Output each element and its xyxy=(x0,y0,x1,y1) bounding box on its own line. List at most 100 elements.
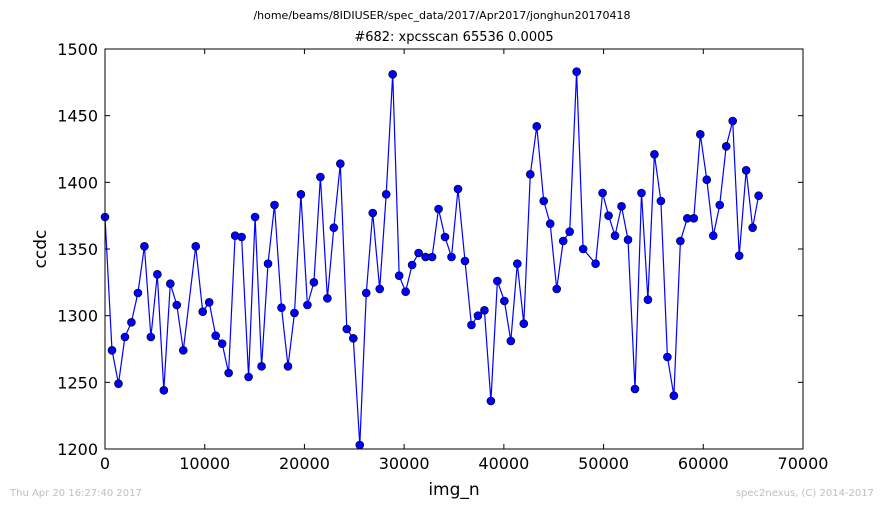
data-point xyxy=(480,306,489,315)
footer-credit: spec2nexus, (C) 2014-2017 xyxy=(735,488,874,499)
data-point xyxy=(342,324,352,334)
data-point xyxy=(669,391,679,400)
y-tick-label: 1250 xyxy=(57,373,98,392)
data-point xyxy=(414,248,423,258)
data-point xyxy=(211,331,220,340)
x-tick-label: 10000 xyxy=(179,454,230,473)
data-point xyxy=(348,334,358,343)
y-axis-label: ccdc xyxy=(31,230,51,269)
data-point xyxy=(309,278,319,287)
data-point xyxy=(598,188,607,198)
x-axis-label: img_n xyxy=(428,480,479,500)
data-point xyxy=(754,191,763,200)
data-point xyxy=(676,236,685,246)
data-point xyxy=(237,232,246,242)
data-point xyxy=(656,196,666,206)
data-point xyxy=(224,368,233,378)
data-point xyxy=(394,271,404,280)
data-point xyxy=(283,362,293,371)
data-point xyxy=(539,196,549,206)
data-point xyxy=(381,190,391,199)
data-point xyxy=(604,211,613,220)
data-point xyxy=(447,252,456,262)
data-point xyxy=(114,379,123,388)
data-point xyxy=(617,202,626,211)
data-point xyxy=(486,396,496,406)
data-point xyxy=(107,346,117,355)
data-point xyxy=(513,259,522,268)
y-tick-label: 1300 xyxy=(57,307,98,326)
figure-suptitle: /home/beams/8IDIUSER/spec_data/2017/Apr2… xyxy=(253,9,631,22)
y-tick-label: 1350 xyxy=(57,240,98,259)
data-point xyxy=(506,336,516,346)
data-point xyxy=(388,70,397,79)
data-point xyxy=(401,287,410,296)
plot-title: #682: xpcsscan 65536 0.0005 xyxy=(354,30,554,45)
data-point xyxy=(172,300,182,310)
data-point xyxy=(591,259,600,268)
data-point xyxy=(204,298,214,307)
data-point xyxy=(323,294,332,303)
data-point xyxy=(493,276,502,286)
data-point xyxy=(159,386,169,395)
x-tick-label: 60000 xyxy=(678,454,729,473)
data-point xyxy=(545,219,555,228)
data-point xyxy=(133,288,143,298)
y-tick-label: 1450 xyxy=(57,107,98,126)
data-point xyxy=(578,244,588,254)
data-point xyxy=(290,308,299,318)
data-point xyxy=(316,172,325,182)
data-point xyxy=(250,212,260,222)
data-point xyxy=(610,231,620,240)
data-point xyxy=(277,303,286,312)
data-point xyxy=(361,288,371,298)
data-point xyxy=(715,200,725,210)
x-tick-label: 30000 xyxy=(379,454,430,473)
data-point xyxy=(329,223,339,232)
data-point xyxy=(741,166,751,175)
data-point xyxy=(427,252,437,262)
data-point xyxy=(532,122,542,131)
footer-timestamp: Thu Apr 20 16:27:40 2017 xyxy=(10,488,142,499)
data-point xyxy=(650,150,659,159)
data-point xyxy=(519,319,529,328)
data-point xyxy=(407,260,417,270)
data-point xyxy=(734,251,744,260)
axis-ticks: 0 10000 20000 30000 40000 50000 60000 70000 1200… xyxy=(57,40,828,473)
data-point xyxy=(663,352,672,362)
data-point xyxy=(708,231,718,240)
data-point xyxy=(630,384,640,394)
data-point xyxy=(623,235,633,244)
data-point xyxy=(140,242,149,251)
data-point xyxy=(565,227,574,236)
x-tick-label: 70000 xyxy=(778,454,829,473)
data-point xyxy=(500,296,509,306)
data-point xyxy=(721,142,731,151)
data-point xyxy=(453,184,463,194)
data-point xyxy=(296,190,306,199)
data-point xyxy=(728,116,738,126)
data-point xyxy=(460,256,470,266)
data-point xyxy=(368,208,378,218)
x-tick-label: 50000 xyxy=(578,454,629,473)
data-point xyxy=(558,236,568,246)
data-point xyxy=(198,307,208,316)
data-point xyxy=(637,188,646,198)
data-point xyxy=(270,200,279,210)
data-point xyxy=(689,214,699,223)
data-point xyxy=(191,242,201,251)
data-point xyxy=(552,284,562,294)
data-point xyxy=(257,362,266,371)
data-point xyxy=(467,320,476,330)
data-point xyxy=(572,67,581,76)
data-point xyxy=(217,339,227,348)
data-point xyxy=(146,332,156,342)
data-point xyxy=(525,170,535,179)
data-point xyxy=(440,232,450,242)
data-point xyxy=(166,279,175,288)
data-point xyxy=(643,295,653,304)
data-point xyxy=(153,270,162,279)
data-point xyxy=(336,159,345,168)
y-tick-label: 1500 xyxy=(57,40,98,59)
